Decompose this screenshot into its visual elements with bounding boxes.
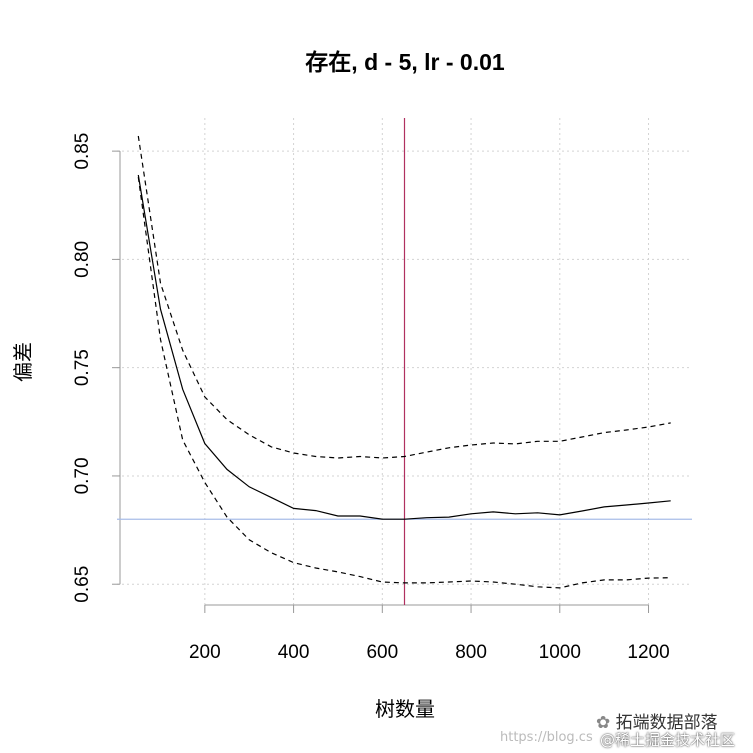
watermark-community: @稀土掘金技术社区 [600, 731, 736, 749]
chart-title: 存在, d - 5, lr - 0.01 [305, 49, 505, 75]
series-mean-line [137, 174, 671, 520]
y-tick-label: 0.65 [72, 566, 93, 603]
y-tick-label: 0.85 [72, 133, 93, 170]
watermark-url: https://blog.cs [500, 730, 593, 745]
x-tick-label: 800 [455, 642, 487, 663]
wechat-icon: ✿ [596, 713, 611, 733]
x-axis-label: 树数量 [375, 698, 435, 721]
x-tick-label: 400 [278, 642, 310, 663]
watermark-brand-text: 拓端数据部落 [615, 713, 718, 733]
watermark-brand: ✿ 拓端数据部落 [596, 708, 718, 733]
y-tick-label: 0.80 [72, 241, 93, 278]
series-lower-band [137, 177, 671, 589]
x-tick-label: 1000 [539, 642, 581, 663]
y-axis-label: 偏差 [12, 342, 35, 382]
x-tick-label: 1200 [627, 642, 669, 663]
y-tick-label: 0.70 [72, 457, 93, 494]
x-tick-label: 600 [366, 642, 398, 663]
y-tick-label: 0.75 [72, 349, 93, 386]
series-upper-band [137, 135, 671, 459]
x-tick-label: 200 [189, 642, 221, 663]
